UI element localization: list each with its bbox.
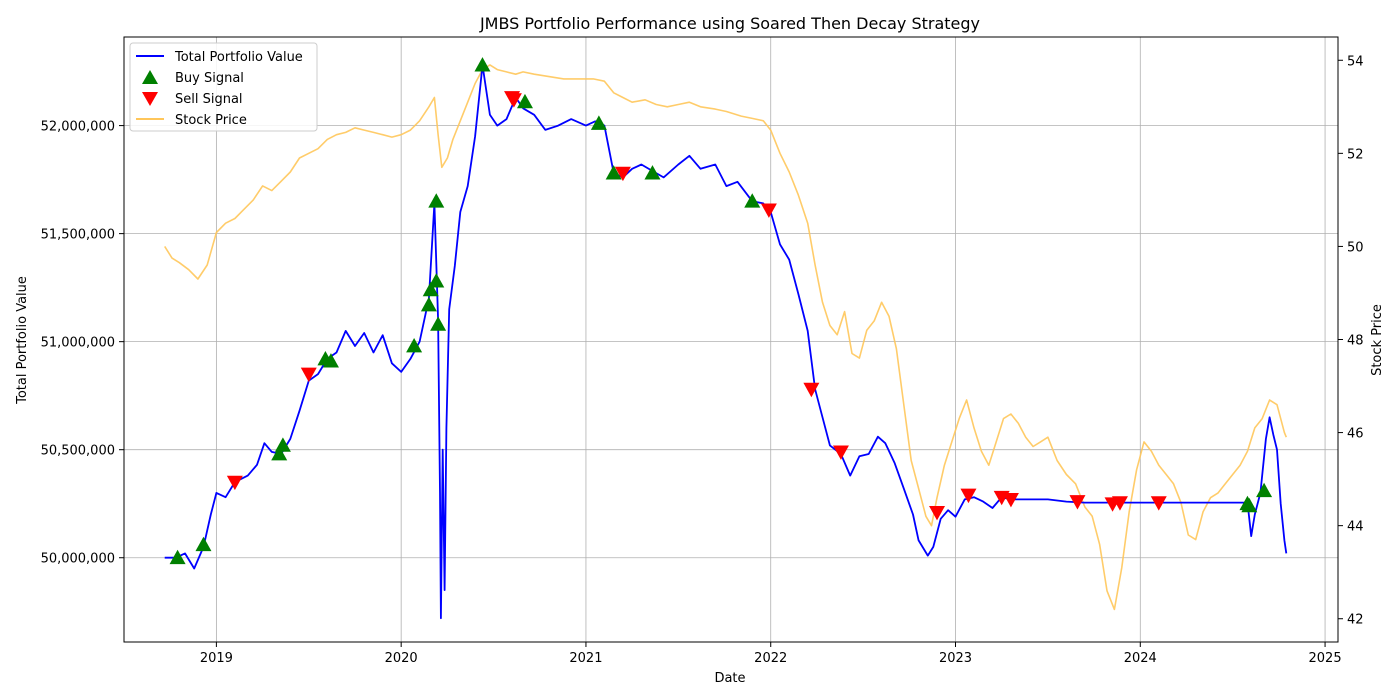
y-right-tick-label: 48 (1347, 334, 1364, 349)
buy-signal-marker (428, 193, 445, 208)
x-axis-ticks: 2019 2020 2021 2022 2023 2024 2025 (200, 642, 1342, 666)
y-right-tick-label: 52 (1347, 147, 1364, 162)
x-tick-label: 2025 (1309, 651, 1342, 666)
y-right-tick-label: 42 (1347, 613, 1364, 628)
stock-price-layer (164, 64, 1288, 611)
buy-signal-marker (590, 115, 607, 130)
x-tick-label: 2024 (1124, 651, 1157, 666)
legend-stock-label: Stock Price (175, 113, 247, 128)
sell-signal-marker (1111, 496, 1128, 511)
buy-signal-marker (195, 536, 212, 552)
y-right-tick-label: 44 (1347, 520, 1364, 535)
y-tick-label: 51,500,000 (41, 228, 115, 243)
y-right-tick-label: 54 (1347, 54, 1364, 69)
sell-signal-marker (832, 445, 849, 460)
sell-signal-marker (1150, 496, 1167, 511)
signals-layer (169, 57, 1273, 565)
y-right-axis-ticks: 42 44 46 48 50 52 54 (1338, 54, 1364, 628)
legend-buy-swatch (142, 70, 158, 84)
buy-signal-marker (169, 549, 186, 565)
y-axis-label: Total Portfolio Value (15, 276, 30, 405)
portfolio-value-line (164, 64, 1288, 620)
buy-signal-marker (274, 437, 291, 452)
sell-signal-marker (505, 93, 522, 108)
sell-signal-marker (226, 475, 243, 491)
x-tick-label: 2020 (385, 651, 418, 666)
x-tick-label: 2021 (569, 651, 602, 666)
buy-signal-marker (430, 316, 447, 331)
sell-signal-marker (1069, 495, 1086, 510)
sell-signal-marker (929, 505, 946, 521)
legend-portfolio-label: Total Portfolio Value (174, 50, 303, 65)
buy-signal-marker (422, 281, 439, 297)
stock-price-line (164, 64, 1288, 611)
legend-sell-label: Sell Signal (175, 92, 243, 107)
y-tick-label: 51,000,000 (41, 336, 115, 351)
buy-signal-marker (516, 93, 533, 109)
grid (124, 37, 1338, 642)
legend-sell-swatch (142, 92, 158, 106)
sell-signal-marker (803, 382, 820, 398)
y-tick-label: 52,000,000 (41, 120, 115, 135)
x-axis-label: Date (714, 671, 745, 686)
legend-box (129, 42, 318, 132)
y-tick-label: 50,500,000 (41, 444, 115, 459)
buy-signal-marker (1241, 497, 1258, 513)
y-right-tick-label: 50 (1347, 240, 1364, 255)
sell-signal-marker (614, 166, 631, 182)
legend: Total Portfolio Value Buy Signal Sell Si… (129, 42, 318, 132)
chart-title: JMBS Portfolio Performance using Soared … (479, 14, 980, 33)
portfolio-layer (164, 64, 1288, 620)
x-tick-label: 2019 (200, 651, 233, 666)
x-tick-label: 2023 (939, 651, 972, 666)
y-tick-label: 50,000,000 (41, 552, 115, 567)
y-right-axis-label: Stock Price (1370, 304, 1385, 376)
y-axis-ticks: 50,000,000 50,500,000 51,000,000 51,500,000… (41, 120, 124, 567)
buy-signal-marker (644, 165, 661, 180)
legend-buy-label: Buy Signal (175, 71, 244, 86)
y-right-tick-label: 46 (1347, 427, 1364, 442)
buy-signal-marker (322, 353, 339, 368)
buy-signal-marker (1256, 482, 1273, 498)
sell-signal-marker (300, 367, 317, 383)
buy-signal-marker (744, 193, 761, 208)
buy-signal-marker (271, 446, 288, 461)
buy-signal-marker (474, 57, 491, 72)
buy-signal-marker (428, 273, 445, 288)
buy-signal-marker (406, 337, 423, 353)
sell-signal-marker (1002, 492, 1019, 508)
x-tick-label: 2022 (754, 651, 787, 666)
buy-signal-marker (605, 165, 622, 180)
sell-signal-marker (960, 488, 977, 504)
sell-signal-marker (760, 203, 777, 218)
buy-signal-marker (420, 296, 437, 312)
